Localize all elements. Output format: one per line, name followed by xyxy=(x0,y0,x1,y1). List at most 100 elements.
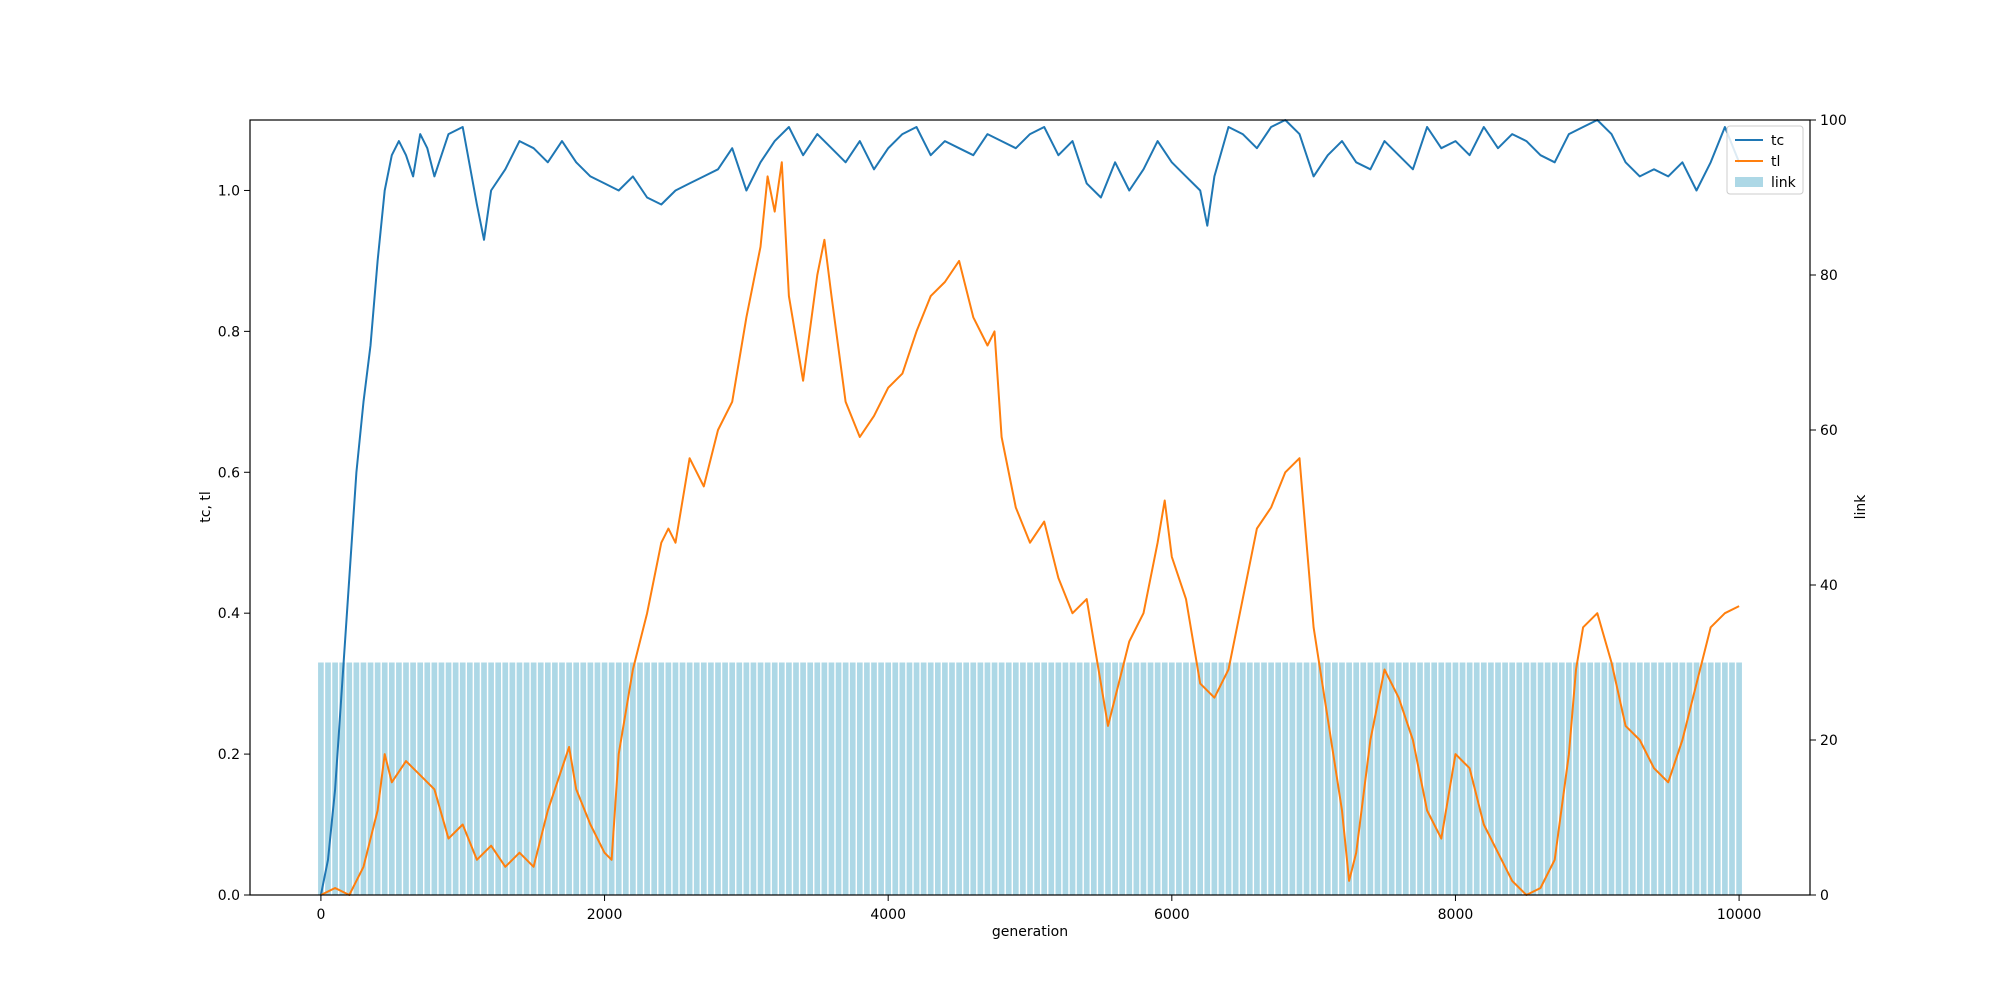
link-bar xyxy=(778,662,785,895)
link-bar xyxy=(1551,662,1558,895)
link-bar xyxy=(452,662,459,895)
link-bar xyxy=(1105,662,1111,895)
link-bar xyxy=(1254,662,1260,895)
link-bar xyxy=(793,662,799,895)
link-bar xyxy=(1027,662,1033,895)
legend-swatch-link xyxy=(1735,177,1763,187)
link-bar xyxy=(1502,662,1508,895)
link-bar xyxy=(1197,662,1204,895)
link-bar xyxy=(1381,662,1388,895)
plot-frame xyxy=(249,119,1811,896)
link-bar xyxy=(700,662,707,895)
link-bar xyxy=(1509,662,1516,895)
legend-label-link: link xyxy=(1771,175,1797,191)
link-bar xyxy=(552,662,558,895)
link-bar xyxy=(1466,662,1473,895)
link-bar xyxy=(1112,662,1118,895)
link-bar xyxy=(913,662,920,895)
x-tick-label: 6000 xyxy=(1154,907,1190,923)
link-bar xyxy=(1537,662,1544,895)
link-bar xyxy=(622,662,629,895)
link-bar xyxy=(1700,662,1707,895)
link-bar xyxy=(1410,662,1416,895)
link-bar xyxy=(927,662,934,895)
legend: tc tl link xyxy=(1726,125,1804,195)
link-bar xyxy=(608,662,615,895)
link-bar xyxy=(864,662,870,895)
link-bar xyxy=(1452,662,1459,895)
link-bar xyxy=(1289,662,1296,895)
link-bar xyxy=(1020,662,1026,895)
link-bar xyxy=(1580,662,1586,895)
link-bar xyxy=(1303,662,1310,895)
link-bar xyxy=(594,662,601,895)
link-bar xyxy=(1622,662,1629,895)
link-bar xyxy=(1098,662,1104,895)
link-bar xyxy=(977,662,984,895)
link-bar xyxy=(849,662,856,895)
link-bar xyxy=(1473,662,1480,895)
link-bar xyxy=(651,662,658,895)
link-bar xyxy=(516,662,523,895)
link-bar xyxy=(885,662,892,895)
link-bar xyxy=(1090,662,1097,895)
link-bar xyxy=(644,662,650,895)
link-bar xyxy=(1644,662,1650,895)
link-bar xyxy=(970,662,977,895)
link-bar xyxy=(842,662,849,895)
link-bar xyxy=(1587,662,1594,895)
link-bar xyxy=(1140,662,1147,895)
x-tick-label: 2000 xyxy=(587,907,623,923)
link-bar xyxy=(991,662,998,895)
link-bar xyxy=(566,662,572,895)
y-tick-label: 1.0 xyxy=(218,183,240,199)
link-bar xyxy=(1261,662,1267,895)
link-bar xyxy=(856,662,863,895)
link-bar xyxy=(396,662,402,895)
link-bar xyxy=(530,662,537,895)
link-bar xyxy=(1544,662,1551,895)
link-bar xyxy=(1083,662,1090,895)
link-bar xyxy=(1339,662,1345,895)
link-bar xyxy=(474,662,480,895)
legend-label-tc: tc xyxy=(1771,133,1784,149)
link-bar xyxy=(1183,662,1189,895)
link-bar xyxy=(757,662,764,895)
link-bar xyxy=(1729,662,1735,895)
link-bar xyxy=(1069,662,1076,895)
link-bar xyxy=(1147,662,1154,895)
link-bar xyxy=(509,662,516,895)
link-bar xyxy=(353,662,360,895)
link-bar xyxy=(1048,662,1055,895)
link-bar xyxy=(1119,662,1126,895)
link-bar xyxy=(828,662,835,895)
y2-tick-label: 0 xyxy=(1820,888,1829,904)
x-tick-label: 4000 xyxy=(870,907,906,923)
link-bar xyxy=(1317,662,1324,895)
link-bar xyxy=(1034,662,1040,895)
link-bar xyxy=(715,662,721,895)
link-bar xyxy=(1268,662,1274,895)
link-bar xyxy=(1154,662,1161,895)
x-axis: 0 2000 4000 6000 8000 10000 xyxy=(316,895,1761,923)
link-bar xyxy=(956,662,962,895)
link-bar xyxy=(899,662,906,895)
y-tick-label: 0.0 xyxy=(218,888,240,904)
link-bar xyxy=(495,662,502,895)
series-line-tc xyxy=(319,119,1741,896)
link-bar xyxy=(459,662,466,895)
link-bar xyxy=(1402,662,1409,895)
link-bar xyxy=(360,662,367,895)
link-bar xyxy=(1714,662,1721,895)
link-bar xyxy=(1225,662,1232,895)
link-bar xyxy=(1566,662,1572,895)
link-bar xyxy=(346,662,353,895)
y-axis-left: 0.0 0.2 0.4 0.6 0.8 1.0 xyxy=(218,183,250,904)
link-bar xyxy=(1176,662,1182,895)
link-bar xyxy=(835,662,842,895)
link-bar xyxy=(878,662,884,895)
y-axis-right: 0 20 40 60 80 100 xyxy=(1810,113,1847,904)
link-bar xyxy=(445,662,452,895)
link-bar xyxy=(736,662,743,895)
link-bar xyxy=(1076,662,1083,895)
